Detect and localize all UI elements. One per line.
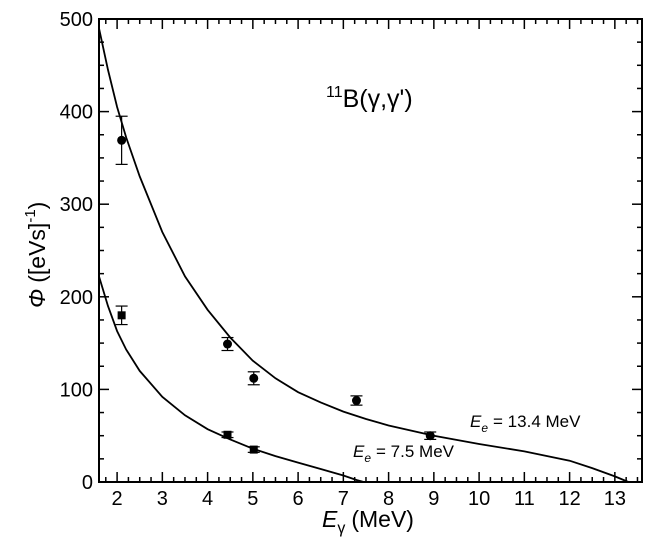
y-tick-label: 500 xyxy=(60,9,93,31)
y-tick-label: 0 xyxy=(82,472,93,494)
data-point-circle xyxy=(117,135,127,145)
data-point-square xyxy=(117,311,126,320)
y-tick-label: 200 xyxy=(60,287,93,309)
y-axis-title: Φ ([eVs]-1) xyxy=(22,202,50,308)
data-point-circle xyxy=(223,339,233,349)
x-axis-title: Eγ (MeV) xyxy=(322,506,414,537)
x-tick-label: 5 xyxy=(247,488,258,510)
data-point-circle xyxy=(425,431,435,441)
x-axis-unit: (MeV) xyxy=(351,506,414,532)
series-label-13-4-sub: e xyxy=(481,421,488,435)
axis-ticks xyxy=(99,18,642,483)
chart-title-main: B(γ,γ') xyxy=(343,85,413,113)
data-points xyxy=(115,115,437,454)
fit-curves xyxy=(98,28,629,483)
x-tick-label: 11 xyxy=(514,488,535,510)
chart-title-sup: 11 xyxy=(326,84,343,101)
series-label-13-4-symbol: E xyxy=(470,412,482,431)
data-point-square xyxy=(223,430,232,439)
x-axis-symbol: E xyxy=(322,506,338,532)
x-tick-label: 7 xyxy=(338,488,349,510)
x-tick-label: 6 xyxy=(293,488,304,510)
series-label-13-4-text: = 13.4 MeV xyxy=(493,412,581,431)
y-tick-label: 400 xyxy=(60,102,93,124)
x-axis-sub: γ xyxy=(337,520,345,537)
y-axis-unit: ([eVs] xyxy=(24,223,50,283)
x-tick-label: 3 xyxy=(157,488,168,510)
x-tick-label: 8 xyxy=(383,488,394,510)
y-axis-symbol: Φ xyxy=(24,289,50,308)
series-label-7-5: Ee = 7.5 MeV xyxy=(353,442,455,465)
tick-labels: 2 3 4 5 6 7 8 9 10 11 12 13 0 100 200 300 400 500 xyxy=(60,9,626,510)
chart-title: 11B(γ,γ') xyxy=(326,84,413,113)
series-label-7-5-symbol: E xyxy=(353,442,365,461)
fit-curve-13-4 xyxy=(98,28,629,483)
x-tick-label: 13 xyxy=(604,488,626,510)
data-point-circle xyxy=(249,373,259,383)
data-point-circle xyxy=(351,396,361,406)
x-tick-label: 4 xyxy=(202,488,213,510)
y-axis-sup: -1 xyxy=(22,209,39,222)
x-tick-label: 2 xyxy=(112,488,123,510)
data-point-square xyxy=(249,445,258,454)
y-tick-label: 300 xyxy=(60,194,93,216)
y-tick-label: 100 xyxy=(60,379,93,401)
x-tick-label: 9 xyxy=(428,488,439,510)
x-tick-label: 12 xyxy=(558,488,580,510)
series-label-7-5-text: = 7.5 MeV xyxy=(376,442,455,461)
y-axis-close: ) xyxy=(24,202,50,210)
series-label-13-4: Ee = 13.4 MeV xyxy=(470,412,581,435)
fit-curve-7-5 xyxy=(98,276,364,483)
x-tick-label: 10 xyxy=(468,488,490,510)
series-label-7-5-sub: e xyxy=(364,451,371,465)
